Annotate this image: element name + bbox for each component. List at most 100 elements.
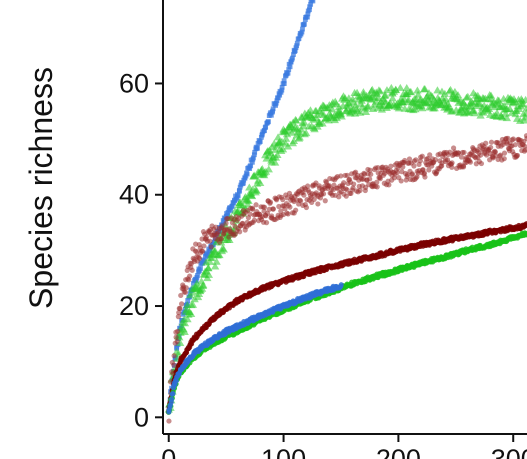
data-point [275, 95, 281, 101]
data-point [225, 212, 230, 218]
data-point [189, 267, 195, 273]
data-point [252, 186, 261, 194]
data-point [198, 266, 203, 271]
data-point [219, 245, 228, 253]
data-point [170, 391, 176, 397]
data-point [287, 204, 293, 210]
x-tick-label: 0 [161, 444, 176, 459]
data-point [344, 187, 350, 193]
data-point [175, 328, 181, 334]
data-point [470, 109, 479, 117]
data-point [183, 285, 189, 291]
data-point [406, 156, 413, 162]
data-point [183, 315, 192, 323]
data-point [244, 171, 250, 177]
data-point [210, 262, 220, 270]
data-point [413, 157, 419, 163]
data-point [478, 152, 484, 158]
data-point [367, 167, 373, 173]
data-point [218, 236, 224, 242]
data-point [287, 64, 293, 70]
data-point [388, 163, 394, 169]
data-point [488, 139, 495, 145]
data-point [285, 70, 291, 76]
data-point [419, 153, 425, 159]
data-point [357, 187, 363, 194]
data-point [196, 255, 203, 261]
data-point [298, 198, 304, 204]
data-point [166, 418, 172, 424]
x-tick-label: 300 [491, 444, 527, 459]
data-point [467, 159, 474, 165]
data-point [171, 362, 177, 368]
data-point [207, 248, 213, 254]
data-point [490, 103, 499, 111]
data-point [363, 101, 373, 110]
data-point [264, 210, 271, 216]
data-point [252, 149, 258, 155]
data-point [464, 108, 474, 116]
y-tick-label: 60 [119, 68, 149, 98]
data-point [270, 106, 276, 112]
data-point [180, 319, 190, 327]
data-point [267, 199, 274, 205]
data-point [460, 164, 467, 170]
data-point [300, 26, 305, 32]
data-point [289, 136, 299, 145]
data-point [185, 298, 191, 303]
data-point [304, 14, 310, 20]
data-point [174, 344, 180, 350]
data-point [180, 327, 189, 336]
data-point [190, 280, 196, 286]
data-point [421, 170, 428, 176]
data-point [320, 191, 327, 197]
data-point [295, 133, 304, 141]
data-point [337, 112, 346, 120]
data-point [449, 160, 455, 166]
data-point [171, 353, 177, 359]
data-point [186, 309, 196, 317]
data-point [420, 85, 430, 93]
data-point [310, 0, 316, 4]
data-point [375, 165, 381, 171]
data-point [251, 217, 258, 223]
data-point [341, 180, 347, 186]
data-point [492, 149, 498, 155]
data-point [343, 193, 349, 199]
data-point [174, 338, 180, 345]
data-point [307, 7, 312, 13]
data-point [348, 95, 357, 103]
data-point [247, 211, 253, 217]
data-point [302, 129, 311, 137]
data-point [244, 196, 253, 204]
data-point [374, 184, 380, 190]
data-point [409, 171, 415, 177]
data-point [278, 145, 288, 153]
data-point [406, 87, 416, 95]
data-point [296, 36, 302, 42]
data-point [505, 135, 511, 141]
data-point [308, 1, 314, 7]
data-point [411, 163, 417, 169]
data-point [377, 175, 383, 182]
data-point [273, 150, 282, 158]
data-point [478, 160, 485, 167]
data-point [207, 238, 213, 244]
data-point [263, 124, 269, 130]
data-point [243, 200, 252, 208]
data-point [192, 279, 202, 287]
data-point [367, 176, 373, 182]
data-point [205, 257, 215, 265]
data-point [463, 92, 472, 100]
data-point [510, 136, 516, 142]
data-point [524, 135, 527, 142]
data-point [189, 288, 198, 296]
data-point [274, 98, 280, 104]
data-point [486, 91, 496, 99]
data-point [455, 150, 461, 156]
data-point [176, 338, 185, 347]
data-point [512, 142, 518, 148]
data-point [426, 167, 432, 173]
series-2 [166, 133, 527, 424]
plot-area [164, 0, 527, 424]
